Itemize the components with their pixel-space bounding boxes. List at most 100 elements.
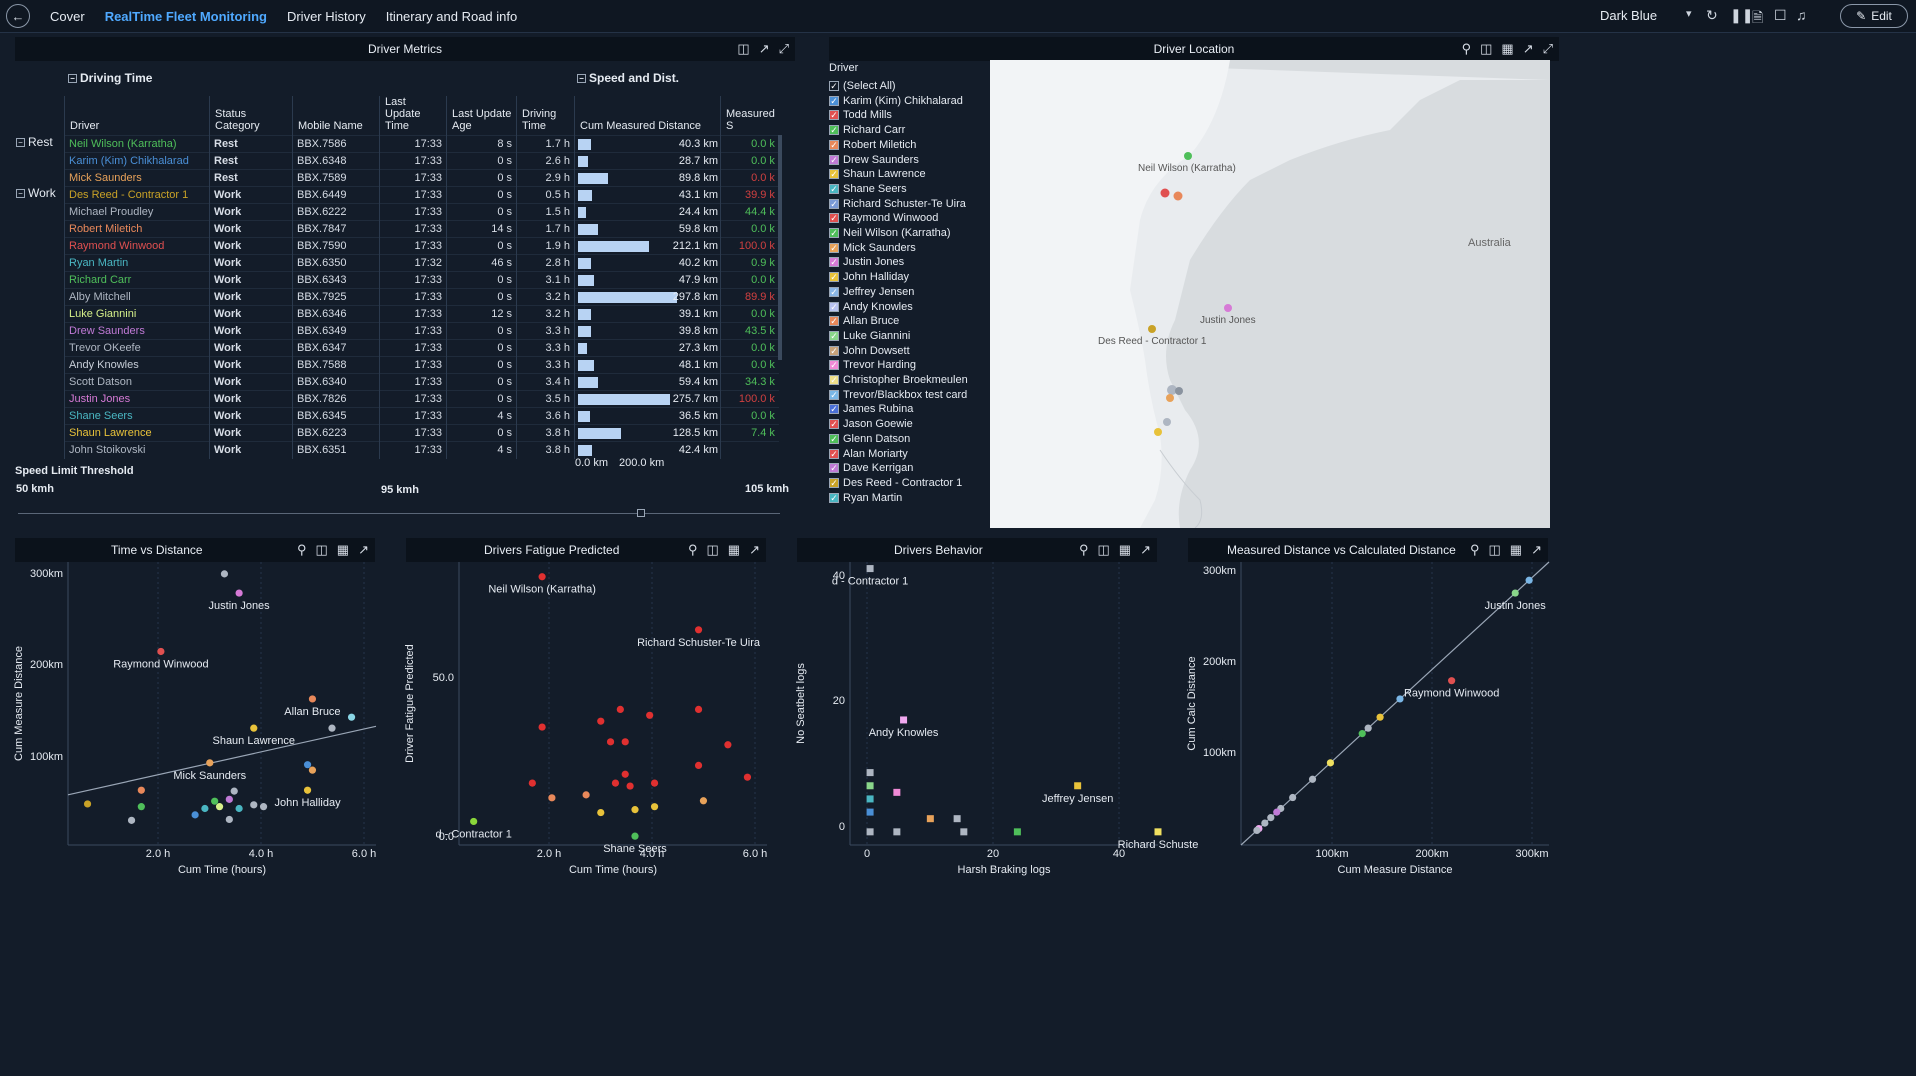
map-marker[interactable] [1148,325,1156,333]
export-icon[interactable]: ◫ [1097,542,1110,557]
checkbox-icon[interactable]: ✓ [829,154,839,165]
driver-filter-item[interactable]: ✓ Shane Seers [829,182,907,196]
driver-filter-item[interactable]: ✓ Justin Jones [829,255,904,269]
table-row[interactable]: Justin Jones Work BBX.7826 17:33 0 s 3.5 h 275… [64,390,779,408]
table-row[interactable]: Shaun Lawrence Work BBX.6223 17:33 0 s 3.8 h 1… [64,424,779,442]
driver-filter-item[interactable]: ✓ Ryan Martin [829,491,902,505]
map-marker[interactable] [1160,188,1170,198]
table-scrollbar[interactable] [778,135,782,360]
map-marker[interactable] [1224,304,1232,312]
group-driving-time[interactable]: − Driving Time [68,71,152,85]
expand-icon[interactable]: ↗ [1140,542,1151,557]
driver-filter-item[interactable]: ✓ John Halliday [829,270,909,284]
map-marker[interactable] [1167,385,1177,395]
checkbox-icon[interactable]: ✓ [829,419,839,430]
checkbox-icon[interactable]: ✓ [829,345,839,356]
driver-filter-item[interactable]: ✓ Trevor/Blackbox test card [829,388,967,402]
table-row[interactable]: Trevor OKeefe Work BBX.6347 17:33 0 s 3.3 h 27… [64,339,779,357]
driver-filter-item[interactable]: ✓ Luke Giannini [829,329,910,343]
driver-filter-item[interactable]: ✓ Neil Wilson (Karratha) [829,226,951,240]
checkbox-icon[interactable]: ✓ [829,125,839,136]
expand-icon[interactable]: ↗ [1531,542,1542,557]
driver-filter-item[interactable]: ✓ Raymond Winwood [829,211,938,225]
table-icon[interactable]: ▦ [336,542,350,557]
driver-filter-item[interactable]: ✓ Jason Goewie [829,417,913,431]
checkbox-icon[interactable]: ✓ [829,198,839,209]
table-row[interactable]: Neil Wilson (Karratha) Rest BBX.7586 17:33 8… [64,135,779,153]
pdf-export-icon[interactable]: 🗎 [1752,9,1764,25]
chevron-down-icon[interactable]: ▾ [1686,8,1692,20]
col-header[interactable]: Driver [64,96,210,136]
table-row[interactable]: Karim (Kim) Chikhalarad Rest BBX.6348 17:33… [64,152,779,170]
col-header[interactable]: Measured S [719,96,779,136]
table-row[interactable]: Drew Saunders Work BBX.6349 17:33 0 s 3.3 h 39… [64,322,779,340]
driver-filter-item[interactable]: ✓ Karim (Kim) Chikhalarad [829,94,963,108]
expand-icon[interactable]: ↗ [749,542,760,557]
driver-filter-item[interactable]: ✓ Christopher Broekmeulen [829,373,968,387]
collapse-icon[interactable]: − [68,74,77,84]
driver-filter-item[interactable]: ✓ Andy Knowles [829,300,913,314]
fullscreen-icon[interactable]: ⤢ [778,41,789,56]
speed-slider-handle[interactable] [637,509,645,517]
col-header[interactable]: Last Update Age [446,96,517,136]
table-row[interactable]: Alby Mitchell Work BBX.7925 17:33 0 s 3.2 h 29… [64,288,779,306]
tab-cover[interactable]: Cover [50,8,85,24]
driver-filter-item[interactable]: ✓ Richard Carr [829,123,905,137]
search-icon[interactable]: ⚲ [1078,542,1089,557]
map-marker[interactable] [1173,191,1183,201]
bookmark-icon[interactable]: ☐ [1774,7,1787,23]
checkbox-icon[interactable]: ✓ [829,272,839,283]
checkbox-icon[interactable]: ✓ [829,463,839,474]
checkbox-icon[interactable]: ✓ [829,242,839,253]
fullscreen-icon[interactable]: ⤢ [1542,41,1553,56]
refresh-icon[interactable]: ↻ [1706,7,1718,23]
map-marker[interactable] [1166,394,1174,402]
checkbox-icon[interactable]: ✓ [829,183,839,194]
table-row[interactable]: Andy Knowles Work BBX.7588 17:33 0 s 3.3 h 48.… [64,356,779,374]
driver-filter-item[interactable]: ✓ Richard Schuster-Te Uira [829,197,966,211]
table-row[interactable]: Robert Miletich Work BBX.7847 17:33 14 s 1.7 … [64,220,779,238]
checkbox-icon[interactable]: ✓ [829,257,839,268]
table-icon[interactable]: ▦ [1509,542,1523,557]
export-icon[interactable]: ◫ [737,41,750,56]
checkbox-icon[interactable]: ✓ [829,375,839,385]
checkbox-icon[interactable]: ✓ [829,139,839,150]
collapse-icon[interactable]: − [16,138,25,148]
driver-filter-item[interactable]: ✓ Jeffrey Jensen [829,285,914,299]
table-icon[interactable]: ▦ [1118,542,1132,557]
table-row[interactable]: John Stoikovski Work BBX.6351 17:33 4 s 3.8 h… [64,441,779,459]
export-icon[interactable]: ◫ [706,542,719,557]
collapse-icon[interactable]: − [16,189,25,199]
group-speed-dist[interactable]: − Speed and Dist. [577,71,679,85]
edit-button[interactable]: ✎ Edit [1840,4,1908,28]
table-row[interactable]: Ryan Martin Work BBX.6350 17:32 46 s 2.8 h 40.… [64,254,779,272]
checkbox-icon[interactable]: ✓ [829,433,839,444]
map-marker[interactable] [1154,428,1162,436]
export-icon[interactable]: ◫ [315,542,328,557]
checkbox-icon[interactable]: ✓ [829,404,839,415]
pause-icon[interactable]: ❚❚ [1730,7,1754,23]
search-icon[interactable]: ⚲ [687,542,698,557]
row-group-rest[interactable]: − Rest [16,135,53,149]
checkbox-icon[interactable]: ✓ [829,81,839,91]
col-header[interactable]: Cum Measured Distance [574,96,721,136]
tab-itinerary-road-info[interactable]: Itinerary and Road info [385,8,518,24]
expand-icon[interactable]: ↗ [358,542,369,557]
speed-slider-track[interactable] [18,513,780,514]
checkbox-icon[interactable]: ✓ [829,492,839,503]
checkbox-icon[interactable]: ✓ [829,169,839,180]
checkbox-icon[interactable]: ✓ [829,330,839,341]
table-row[interactable]: Richard Carr Work BBX.6343 17:33 0 s 3.1 h 47.… [64,271,779,289]
table-row[interactable]: Scott Datson Work BBX.6340 17:33 0 s 3.4 h 59.… [64,373,779,391]
driver-filter-item[interactable]: ✓ (Select All) [829,79,896,93]
driver-filter-item[interactable]: ✓ John Dowsett [829,344,910,358]
driver-map[interactable]: Neil Wilson (Karratha) Australia Justin … [990,60,1550,528]
checkbox-icon[interactable]: ✓ [829,448,839,459]
col-header[interactable]: Last Update Time [379,96,447,136]
driver-filter-item[interactable]: ✓ Glenn Datson [829,432,910,446]
table-icon[interactable]: ▦ [1501,41,1514,56]
driver-filter-item[interactable]: ✓ Todd Mills [829,108,892,122]
tab-driver-history[interactable]: Driver History [286,8,366,24]
map-marker[interactable] [1175,387,1183,395]
checkbox-icon[interactable]: ✓ [829,389,839,400]
